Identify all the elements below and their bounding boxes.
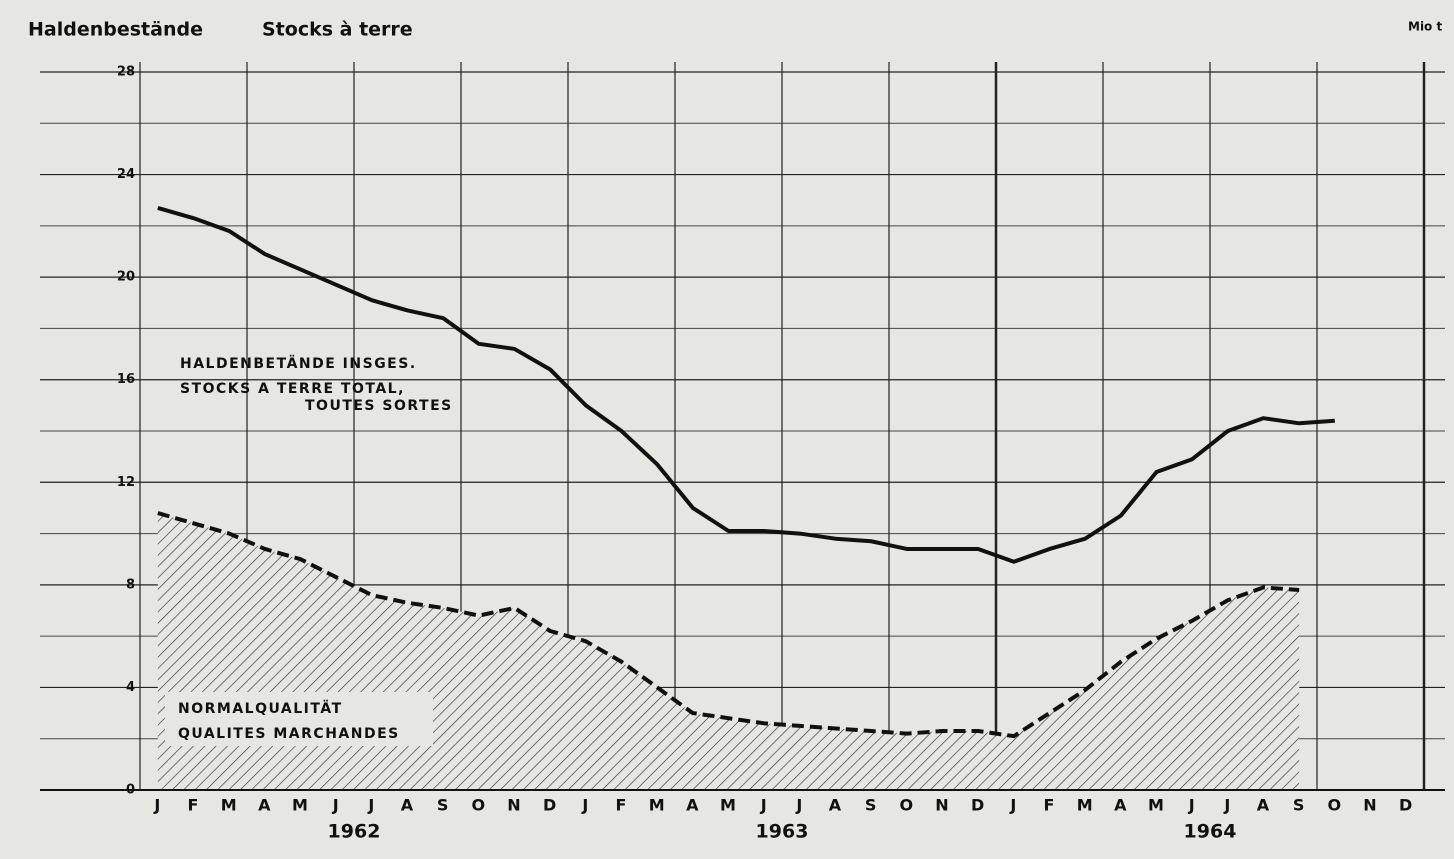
x-tick-label: M bbox=[221, 796, 238, 815]
x-tick-label: M bbox=[1148, 796, 1165, 815]
x-tick-label: D bbox=[543, 796, 557, 815]
x-tick-label: O bbox=[1328, 796, 1343, 815]
x-tick-label: M bbox=[1077, 796, 1094, 815]
x-tick-label: N bbox=[1363, 796, 1377, 815]
x-tick-label: J bbox=[1188, 796, 1196, 815]
series-label: TOUTES SORTES bbox=[305, 398, 453, 414]
x-tick-label: A bbox=[258, 796, 271, 815]
label-box bbox=[165, 692, 433, 746]
x-tick-label: S bbox=[865, 796, 878, 815]
x-tick-label: J bbox=[153, 796, 161, 815]
series-label: HALDENBETÄNDE INSGES. bbox=[180, 355, 417, 372]
x-tick-label: A bbox=[686, 796, 699, 815]
x-tick-label: F bbox=[1044, 796, 1056, 815]
x-tick-label: J bbox=[760, 796, 768, 815]
x-tick-label: S bbox=[1293, 796, 1306, 815]
x-tick-label: A bbox=[401, 796, 414, 815]
x-tick-label: F bbox=[616, 796, 628, 815]
y-tick-label: 28 bbox=[117, 65, 135, 80]
x-tick-label: M bbox=[720, 796, 737, 815]
x-tick-label: J bbox=[581, 796, 589, 815]
line bbox=[157, 511, 1300, 739]
chart-title: Haldenbestände bbox=[28, 19, 203, 41]
year-label: 1963 bbox=[756, 821, 809, 843]
chart-subtitle: Stocks à terre bbox=[262, 19, 413, 41]
y-tick-label: 8 bbox=[126, 577, 135, 592]
year-label: 1962 bbox=[328, 821, 381, 843]
x-tick-label: J bbox=[1009, 796, 1017, 815]
series-label: STOCKS A TERRE TOTAL, bbox=[180, 381, 405, 397]
x-tick-label: J bbox=[367, 796, 375, 815]
x-tick-label: O bbox=[900, 796, 915, 815]
y-tick-label: 16 bbox=[117, 372, 135, 387]
unit-label: Mio t bbox=[1408, 20, 1442, 34]
y-tick-label: 12 bbox=[117, 475, 135, 490]
x-tick-label: N bbox=[935, 796, 949, 815]
area bbox=[157, 513, 1300, 790]
x-tick-label: D bbox=[1399, 796, 1413, 815]
x-tick-label: J bbox=[795, 796, 803, 815]
y-tick-label: 0 bbox=[126, 783, 135, 798]
x-tick-label: S bbox=[437, 796, 450, 815]
x-tick-label: J bbox=[332, 796, 340, 815]
x-tick-label: N bbox=[507, 796, 521, 815]
y-tick-label: 4 bbox=[126, 680, 135, 695]
line bbox=[157, 205, 1335, 564]
year-label: 1964 bbox=[1184, 821, 1237, 843]
series-label: QUALITES MARCHANDES bbox=[178, 726, 400, 742]
x-tick-label: O bbox=[472, 796, 487, 815]
x-tick-label: A bbox=[1257, 796, 1270, 815]
series-label: NORMALQUALITÄT bbox=[178, 700, 343, 717]
y-tick-label: 20 bbox=[117, 270, 135, 285]
y-tick-label: 24 bbox=[117, 167, 135, 182]
x-tick-label: A bbox=[1114, 796, 1127, 815]
x-tick-label: J bbox=[1223, 796, 1231, 815]
x-tick-label: M bbox=[292, 796, 309, 815]
x-tick-label: D bbox=[971, 796, 985, 815]
x-tick-label: A bbox=[829, 796, 842, 815]
x-tick-label: F bbox=[188, 796, 200, 815]
x-tick-label: M bbox=[649, 796, 666, 815]
